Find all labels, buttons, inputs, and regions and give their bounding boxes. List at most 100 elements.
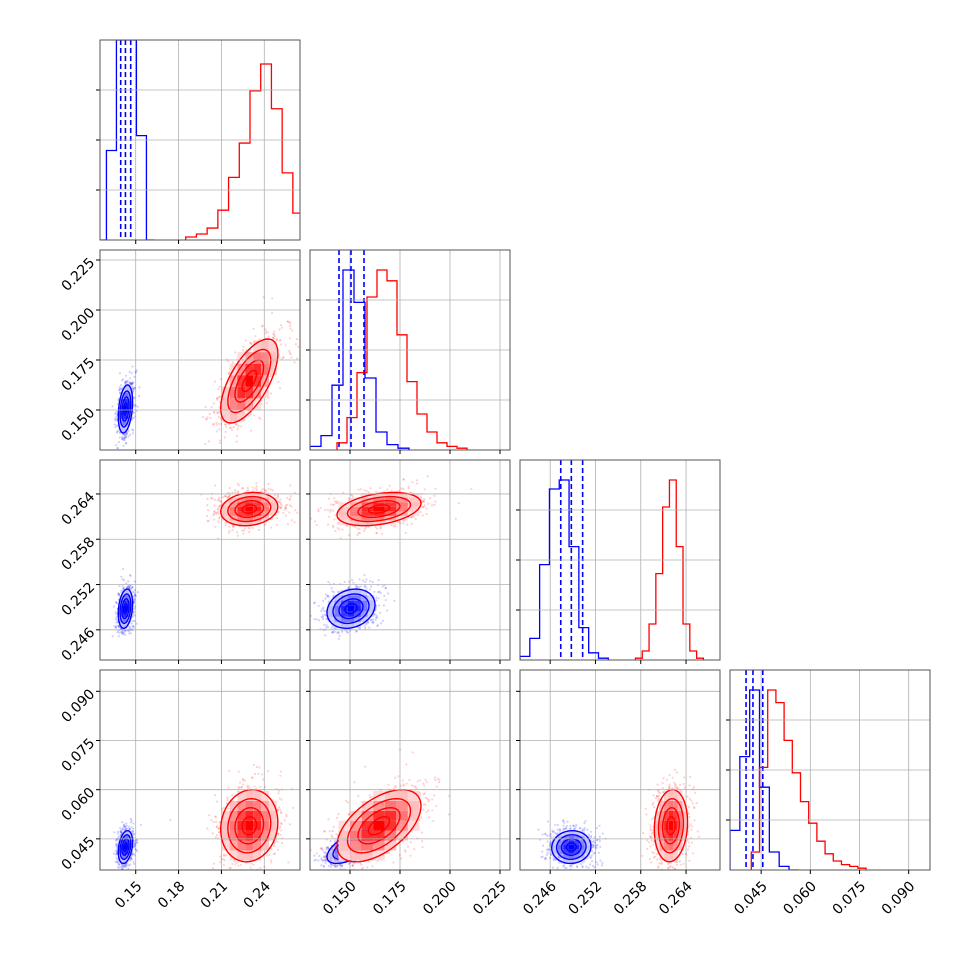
scatter-point	[131, 365, 134, 368]
scatter-point	[280, 326, 284, 329]
scatter-point	[261, 325, 264, 328]
density-cell	[268, 511, 277, 516]
scatter-point	[271, 489, 274, 492]
scatter-point	[122, 438, 125, 442]
scatter-point	[210, 406, 213, 409]
scatter-point	[217, 387, 220, 391]
scatter-point	[130, 586, 134, 589]
scatter-point	[212, 514, 215, 517]
scatter-point	[124, 434, 127, 437]
scatter-point	[124, 433, 127, 436]
density-cell	[124, 425, 127, 433]
scatter-point	[218, 505, 222, 508]
scatter-point	[228, 531, 231, 535]
scatter-point	[278, 356, 281, 359]
panel-frame	[309, 459, 511, 661]
scatter-point	[327, 595, 330, 598]
density-cell	[396, 493, 408, 498]
density-cell	[237, 493, 246, 498]
scatter-point	[113, 423, 116, 426]
contour-level	[117, 588, 134, 629]
scatter-point	[114, 426, 117, 429]
scatter-point	[235, 434, 238, 437]
contour-level	[220, 338, 279, 424]
scatter-point	[394, 525, 397, 528]
scatter-point	[296, 511, 299, 514]
scatter-point	[289, 495, 292, 498]
density-cell	[124, 589, 127, 596]
scatter-point	[423, 488, 426, 491]
density-cell	[360, 589, 368, 596]
scatter-point	[224, 430, 227, 433]
scatter-point	[218, 428, 221, 431]
scatter-point	[115, 877, 117, 879]
scatter-point	[421, 514, 424, 517]
scatter-point	[259, 417, 262, 421]
scatter-point	[257, 416, 261, 419]
scatter-point	[218, 516, 222, 519]
contour-level	[326, 588, 376, 630]
scatter-point	[115, 431, 119, 434]
scatter-point	[118, 863, 121, 866]
density-cell	[334, 616, 342, 623]
contour-level	[121, 598, 130, 620]
density-cell	[253, 352, 262, 364]
density-cell	[354, 595, 361, 601]
scatter-point	[133, 386, 136, 389]
density-cell	[327, 616, 335, 623]
scatter-point	[348, 534, 351, 537]
scatter-point	[249, 341, 253, 345]
scatter-point	[120, 630, 123, 633]
scatter-point	[121, 437, 124, 441]
scatter-point	[393, 599, 396, 602]
scatter-point	[374, 618, 377, 621]
histogram-panel-0	[96, 39, 301, 244]
scatter-point	[367, 621, 370, 624]
scatter-point	[371, 580, 374, 584]
scatter-point	[135, 839, 138, 842]
scatter-point	[118, 372, 122, 375]
scatter-point	[425, 512, 428, 516]
density-cell	[350, 520, 362, 526]
scatter-point	[278, 501, 281, 504]
scatter-point	[117, 624, 120, 627]
scatter-point	[132, 595, 135, 599]
density-cell	[354, 589, 361, 596]
scatter-point	[317, 604, 320, 607]
scatter-point	[398, 489, 401, 492]
scatter-point	[329, 508, 332, 511]
scatter-point	[284, 504, 288, 507]
scatter-point	[213, 498, 217, 501]
density-cell	[124, 622, 127, 628]
scatter-point	[124, 865, 128, 869]
scatter-point	[326, 523, 330, 526]
scatter-point	[325, 624, 328, 627]
density-cell	[350, 515, 362, 521]
scatter-point	[120, 387, 123, 390]
density-cell	[347, 622, 355, 628]
scatter-point	[375, 596, 378, 599]
density-cell	[384, 493, 397, 498]
scatter-point	[121, 437, 124, 440]
density-cell	[120, 425, 123, 433]
scatter-point	[324, 613, 327, 616]
scatter-point	[218, 441, 222, 445]
density-cell	[124, 392, 127, 400]
scatter-point	[212, 402, 215, 405]
scatter-point	[347, 497, 351, 500]
scatter-point	[355, 585, 358, 589]
scatter-point	[372, 618, 375, 621]
scatter-point	[293, 491, 297, 494]
density-cell	[118, 605, 121, 612]
scatter-point	[375, 614, 378, 617]
scatter-point	[130, 383, 134, 386]
contour-level	[122, 603, 128, 615]
scatter-point	[228, 423, 231, 426]
scatter-point	[388, 484, 391, 487]
contour-level	[367, 504, 391, 514]
scatter-point	[333, 500, 337, 503]
scatter-point	[286, 320, 289, 323]
scatter-point	[264, 332, 268, 335]
scatter-point	[124, 825, 127, 828]
scatter-point	[128, 586, 131, 589]
